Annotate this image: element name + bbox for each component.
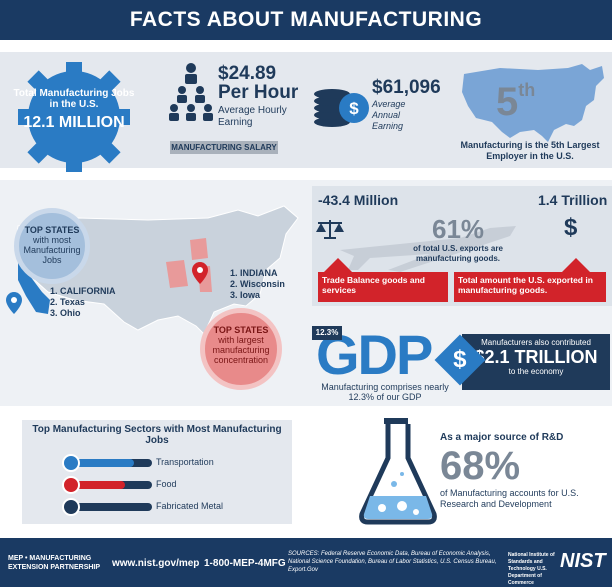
state-item: 1. CALIFORNIA	[50, 286, 116, 296]
state-item: 2. Texas	[50, 297, 85, 307]
top-states-jobs-badge: TOP STATES with most Manufacturing Jobs	[14, 208, 90, 284]
scale-icon	[316, 220, 344, 239]
contrib-value: $2.1 TRILLION	[474, 347, 598, 367]
exports-percent: 61%	[432, 214, 485, 244]
coins-icon: $	[314, 89, 369, 127]
dollar-icon: $	[564, 214, 578, 241]
trade-balance-desc: Trade Balance goods and services	[318, 272, 448, 302]
top-states-conc-badge: TOP STATES with largest manufacturing co…	[200, 308, 282, 390]
exported-value: 1.4 Trillion	[538, 192, 608, 208]
top-states-jobs-title: TOP STATES	[24, 225, 80, 235]
location-pin-icon	[192, 262, 208, 284]
state-item: 1. INDIANA	[230, 268, 278, 278]
airplane-icon	[340, 226, 516, 272]
total-jobs-label: Total Manufacturing Jobs in the U.S.	[13, 88, 135, 110]
sector-bar-fill	[72, 503, 112, 511]
svg-text:$: $	[349, 99, 359, 118]
top-states-jobs-sub: with most Manufacturing Jobs	[23, 235, 81, 265]
sector-bar-fill	[72, 459, 134, 467]
sector-label: Transportation	[156, 457, 214, 467]
annual-earning: $61,096 Average Annual Earning	[372, 78, 441, 132]
car-icon	[62, 454, 80, 472]
rank-desc: Manufacturing is the 5th Largest Employe…	[460, 140, 600, 161]
state-item: 3. Ohio	[50, 308, 81, 318]
employer-rank: 5th	[496, 80, 535, 125]
location-pin-icon	[6, 292, 22, 314]
dollar-sign: $	[453, 345, 467, 373]
flask-icon	[359, 418, 437, 525]
nist-logo: NIST	[560, 550, 606, 572]
gdp-desc: Manufacturing comprises nearly 12.3% of …	[321, 382, 449, 402]
rd-intro: As a major source of R&D	[440, 432, 564, 443]
total-jobs: Total Manufacturing Jobs in the U.S. 12.…	[10, 88, 138, 132]
up-arrow-icon	[562, 258, 590, 272]
sector-row: Fabricated Metal	[62, 498, 288, 516]
rank-suffix: th	[518, 80, 536, 100]
mep-logo: MEP • MANUFACTURING EXTENSION PARTNERSHI…	[8, 555, 101, 571]
sector-bar-track	[72, 503, 152, 511]
salary-tag: MANUFACTURING SALARY	[170, 141, 278, 154]
exported-desc: Total amount the U.S. exported in manufa…	[454, 272, 606, 302]
top-states-conc-sub: with largest manufacturing concentration	[212, 335, 270, 365]
top-states-conc-list: 1. INDIANA 2. Wisconsin 3. Iowa	[230, 268, 285, 301]
sector-label: Food	[156, 479, 177, 489]
state-item: 3. Iowa	[230, 290, 261, 300]
contrib-line-c: to the economy	[508, 367, 564, 376]
hourly-wage: $24.89 Per Hour Average Hourly Earning	[218, 64, 298, 129]
annual-desc: Average Annual Earning	[372, 99, 406, 131]
hourly-unit: Per Hour	[218, 82, 299, 103]
website-link[interactable]: www.nist.gov/mep	[112, 558, 200, 569]
hourly-value: $24.89	[218, 63, 277, 84]
up-arrow-icon	[324, 258, 352, 272]
total-jobs-value: 12.1 MILLION	[23, 114, 125, 131]
gear-icon	[18, 62, 130, 172]
state-item: 2. Wisconsin	[230, 279, 285, 289]
top-states-conc-title: TOP STATES	[213, 325, 269, 335]
sector-bar-fill	[72, 481, 125, 489]
sector-row: Food	[62, 476, 288, 494]
rd-value: 68%	[440, 444, 521, 488]
rank-value: 5	[496, 80, 519, 124]
food-icon	[62, 476, 80, 494]
page-title: FACTS ABOUT MANUFACTURING	[0, 0, 612, 40]
phone-number: 1-800-MEP-4MFG	[204, 558, 286, 569]
nist-org-name: National Institute of Standards and Tech…	[508, 552, 555, 586]
hourly-desc: Average Hourly Earning	[218, 105, 287, 128]
annual-value: $61,096	[372, 77, 441, 98]
sector-row: Transportation	[62, 454, 288, 472]
footer: MEP • MANUFACTURING EXTENSION PARTNERSHI…	[0, 538, 612, 587]
exports-desc: of total U.S. exports are manufacturing …	[413, 244, 503, 263]
sector-label: Fabricated Metal	[156, 501, 224, 511]
metal-icon	[62, 498, 80, 516]
contrib-line-a: Manufacturers also contributed	[481, 338, 591, 347]
workers-icon	[169, 63, 213, 121]
top-states-jobs-list: 1. CALIFORNIA 2. Texas 3. Ohio	[50, 286, 116, 319]
economy-contribution: Manufacturers also contributed $2.1 TRIL…	[462, 334, 610, 390]
us-map-icon	[462, 64, 604, 142]
gdp-badge: 12.3%	[312, 326, 342, 340]
sources-text: SOURCES: Federal Reserve Economic Data, …	[288, 551, 497, 573]
trade-balance-value: -43.4 Million	[318, 192, 399, 208]
rd-desc: of Manufacturing accounts for U.S. Resea…	[440, 488, 579, 509]
sectors-title: Top Manufacturing Sectors with Most Manu…	[32, 424, 282, 446]
